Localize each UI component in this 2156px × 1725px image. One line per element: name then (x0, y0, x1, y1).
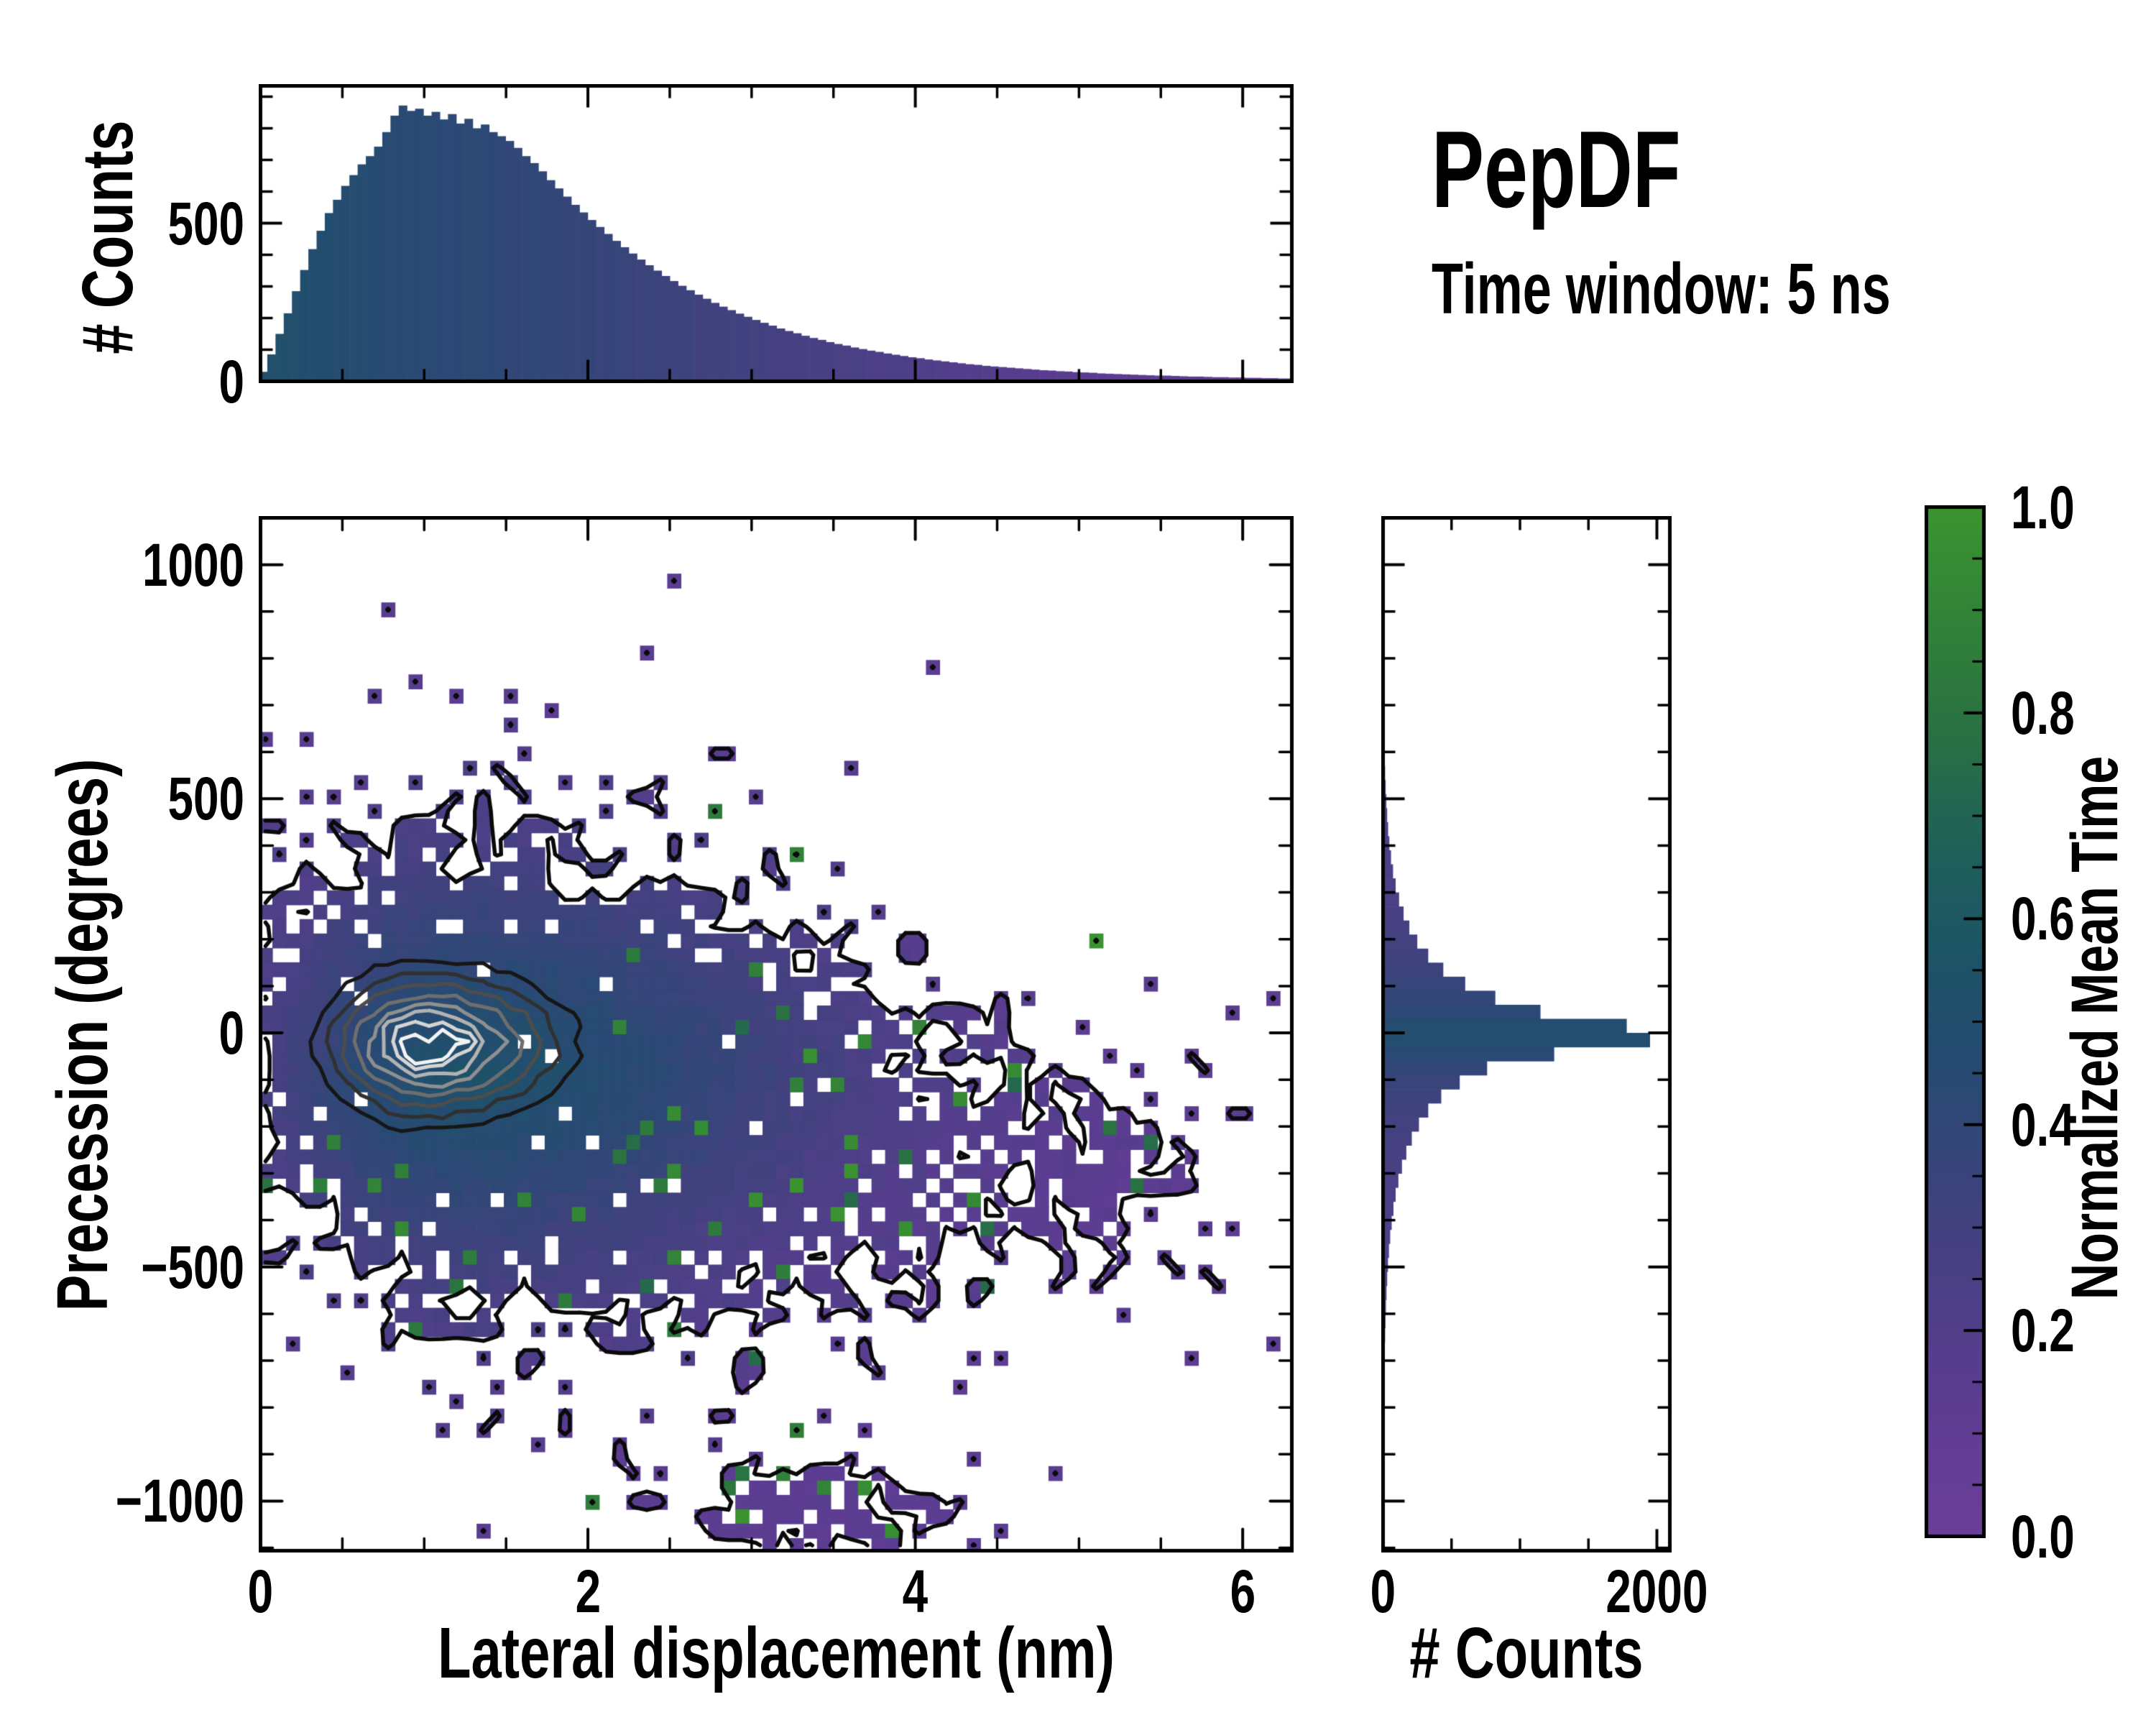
colorbar-tick-label: 0.0 (2011, 1502, 2075, 1570)
main-y-tick-label: 1000 (142, 530, 244, 599)
figure-title: PepDF (1432, 109, 1681, 231)
main-x-tick-label: 0 (247, 1558, 274, 1625)
top-y-tick-label: 500 (167, 189, 244, 257)
right-x-tick-label: 0 (1370, 1558, 1396, 1625)
top-y-tick-label: 0 (218, 347, 244, 415)
main-x-tick-label: 6 (1230, 1558, 1256, 1625)
colorbar-label: Normalized Mean Time (2058, 755, 2132, 1300)
colorbar-tick-label: 0.2 (2011, 1297, 2075, 1365)
right-marginal-histogram-plot (1381, 516, 1672, 1552)
colorbar-tick-label: 0.6 (2011, 885, 2075, 953)
colorbar (1925, 505, 1986, 1538)
main-y-tick-label: 500 (167, 765, 244, 833)
figure-subtitle: Time window: 5 ns (1432, 249, 1891, 329)
colorbar-tick-label: 1.0 (2011, 473, 2075, 541)
colorbar-tick-label: 0.4 (2011, 1090, 2075, 1159)
main-y-tick-label: 0 (218, 999, 244, 1067)
main-y-tick-label: −1000 (115, 1467, 244, 1535)
main-x-tick-label: 4 (902, 1558, 929, 1625)
main-y-tick-label: −500 (141, 1233, 244, 1301)
colorbar-tick-label: 0.8 (2011, 678, 2075, 747)
joint-heatmap-plot (259, 516, 1294, 1552)
main-x-tick-label: 2 (575, 1558, 601, 1625)
top-marginal-histogram-plot (259, 84, 1294, 383)
right-x-tick-label: 2000 (1606, 1558, 1708, 1625)
